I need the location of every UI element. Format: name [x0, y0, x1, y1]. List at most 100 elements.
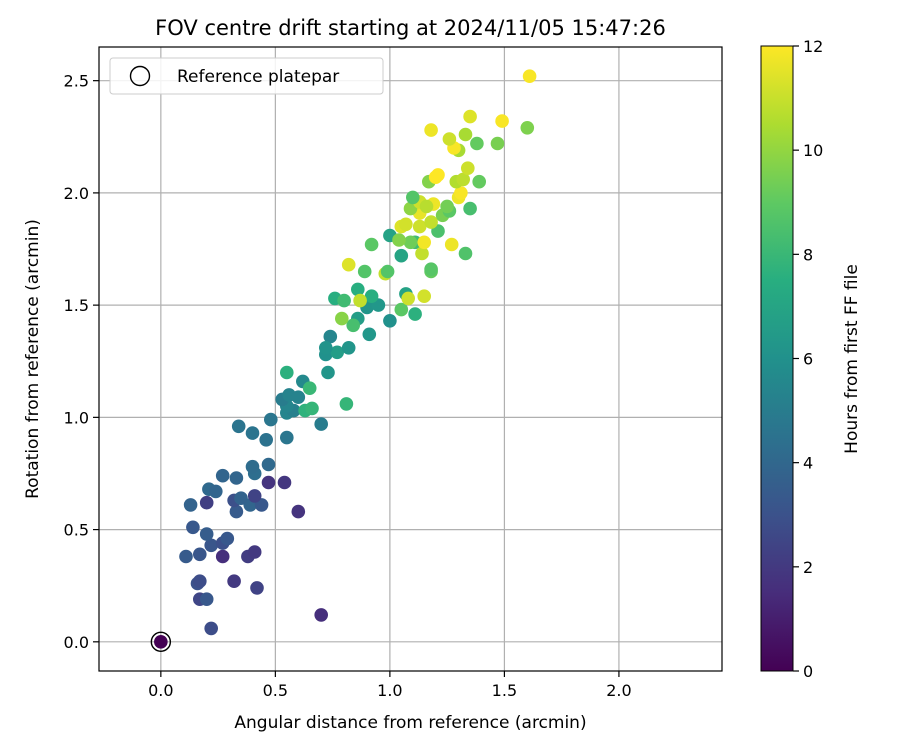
colorbar: 0 2 4 6 8 10 12 Hours from first FF file: [760, 37, 862, 681]
colorbar-ticks: 0 2 4 6 8 10 12: [793, 37, 823, 681]
data-point: [183, 498, 198, 512]
data-point: [472, 174, 487, 189]
data-point: [403, 235, 418, 250]
data-point: [247, 545, 262, 559]
colorbar-title: Hours from first FF file: [842, 264, 862, 454]
x-tick-label: 0.5: [263, 681, 288, 700]
data-point: [193, 574, 207, 588]
data-point: [335, 311, 349, 326]
data-point: [229, 504, 244, 519]
x-axis-title: Angular distance from reference (arcmin): [234, 713, 586, 733]
data-point: [186, 520, 200, 535]
data-point: [179, 549, 193, 564]
data-point: [495, 114, 509, 128]
data-point: [323, 329, 338, 344]
data-point: [383, 314, 397, 328]
x-tick-label: 1.5: [492, 681, 517, 700]
data-point: [364, 237, 379, 252]
data-point: [229, 471, 244, 485]
data-point: [461, 161, 475, 175]
colorbar-gradient: [760, 45, 794, 672]
data-point: [261, 475, 276, 490]
data-point: [215, 549, 230, 564]
data-point: [277, 475, 292, 490]
data-point: [357, 264, 372, 279]
data-point: [193, 547, 207, 562]
data-point: [406, 190, 420, 205]
plot-frame: [98, 46, 723, 672]
data-point: [401, 291, 416, 306]
data-point: [245, 459, 260, 474]
data-point: [417, 289, 432, 304]
data-point: [419, 199, 434, 214]
data-point: [341, 341, 356, 355]
data-point: [204, 621, 218, 636]
data-point: [408, 307, 422, 321]
data-point: [250, 581, 264, 595]
data-point: [364, 289, 379, 304]
data-point: [392, 233, 406, 247]
y-tick-label: 0.0: [64, 633, 89, 652]
data-point: [291, 390, 306, 405]
data-point: [321, 365, 335, 380]
colorbar-tick-label: 6: [803, 350, 813, 369]
grid: [99, 47, 722, 671]
data-point: [399, 217, 413, 232]
y-tick-label: 0.5: [64, 521, 89, 540]
data-point: [264, 412, 278, 427]
data-point: [444, 237, 459, 252]
data-point: [394, 248, 409, 263]
data-point: [291, 504, 306, 519]
data-point: [245, 426, 260, 440]
data-point: [215, 468, 230, 483]
data-point: [456, 172, 471, 187]
y-axis-ticks: 0.0 0.5 1.0 1.5 2.0 2.5: [64, 72, 99, 652]
legend-marker-reference: [129, 65, 151, 87]
data-point: [259, 433, 274, 447]
chart-title: FOV centre drift starting at 2024/11/05 …: [155, 16, 666, 40]
data-point: [490, 136, 505, 151]
data-point: [220, 531, 235, 546]
x-tick-label: 0.0: [148, 681, 173, 700]
data-point: [522, 69, 537, 83]
reference-platepar-marker: [150, 631, 172, 653]
reference-point: [154, 635, 168, 649]
data-point: [463, 201, 477, 216]
data-point: [227, 574, 241, 588]
colorbar-tick-label: 4: [803, 454, 813, 473]
data-point: [199, 527, 214, 541]
legend-label-reference: Reference platepar: [177, 67, 339, 87]
data-point: [463, 109, 477, 124]
colorbar-tick-label: 12: [803, 37, 823, 56]
data-point: [431, 168, 445, 182]
data-point: [339, 397, 354, 411]
data-point: [319, 341, 333, 355]
data-point: [199, 495, 214, 510]
data-point: [247, 489, 262, 503]
y-tick-label: 2.0: [64, 184, 89, 203]
data-point: [520, 121, 535, 135]
y-tick-label: 1.0: [64, 408, 89, 427]
data-point: [305, 401, 319, 416]
legend: Reference platepar: [109, 57, 384, 95]
colorbar-tick-label: 2: [803, 558, 813, 577]
data-point: [424, 262, 438, 277]
data-point: [204, 538, 218, 553]
data-point: [234, 491, 248, 506]
data-points: [150, 69, 537, 653]
data-point: [209, 484, 223, 499]
y-tick-label: 1.5: [64, 296, 89, 315]
data-point: [394, 302, 409, 317]
data-point: [362, 327, 377, 342]
data-point: [424, 215, 438, 229]
data-point: [353, 293, 367, 308]
data-point: [470, 136, 484, 151]
data-point: [302, 381, 317, 396]
legend-box: [109, 57, 384, 95]
data-point: [314, 417, 329, 431]
y-tick-label: 2.5: [64, 72, 89, 91]
data-point: [458, 246, 473, 261]
data-point: [231, 419, 246, 434]
data-point: [380, 264, 395, 279]
